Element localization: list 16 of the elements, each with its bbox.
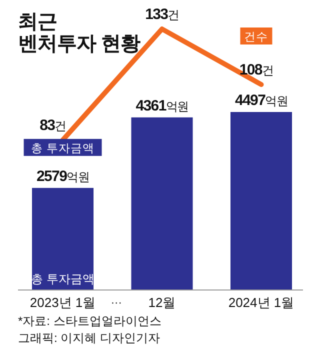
chart-title: 최근 벤처투자 현황 [18,11,141,55]
text: ··· [110,297,122,309]
x-tick-label: 12월 [148,295,176,310]
data-label: 83건 [40,117,66,134]
text: 총 투자금액 [31,142,94,155]
x-tick-label: 2023년 1월 [30,295,96,310]
text: 건수 [244,32,268,44]
data-label: 2579억원 [36,168,90,185]
data-label: 4361억원 [136,97,188,114]
x-tick-label: 2024년 1월 [228,295,294,310]
data-label: 108건 [239,62,274,78]
data-label: 4497억원 [234,92,288,109]
text: 그래픽: 이지혜 디자인기자 [18,331,160,345]
annotation: 총 투자금액 [31,272,94,286]
data-label: 133건 [145,6,179,23]
text: *자료: 스타트업얼라이언스 [18,314,162,328]
